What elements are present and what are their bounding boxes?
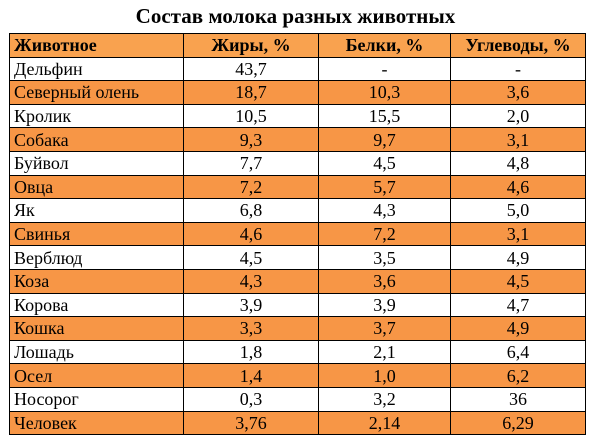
column-header-fat: Жиры, % [183, 33, 319, 58]
cell-carbs: 6,2 [450, 363, 586, 388]
cell-carbs: 2,0 [450, 103, 586, 129]
cell-animal: Корова [9, 292, 184, 318]
cell-carbs: 4,6 [450, 174, 586, 200]
cell-fat: 9,3 [183, 127, 319, 152]
cell-carbs: 36 [450, 386, 586, 412]
cell-protein: 10,3 [318, 80, 451, 105]
cell-carbs: 4,7 [450, 292, 586, 318]
table-row: Корова 3,9 3,9 4,7 [9, 292, 586, 318]
cell-fat: 7,2 [183, 174, 319, 200]
column-header-protein: Белки, % [318, 33, 451, 58]
table-row: Верблюд 4,5 3,5 4,9 [9, 245, 586, 270]
cell-fat: 10,5 [183, 103, 319, 129]
cell-protein: 1,0 [318, 363, 451, 388]
column-header-carbs: Углеводы, % [450, 33, 586, 58]
cell-protein: 3,2 [318, 386, 451, 412]
cell-animal: Носорог [9, 386, 184, 412]
cell-carbs: 3,6 [450, 80, 586, 105]
cell-animal: Свинья [9, 221, 184, 247]
column-header-animal: Животное [9, 33, 184, 58]
cell-carbs: 6,4 [450, 339, 586, 365]
cell-carbs: 3,1 [450, 221, 586, 247]
table-row: Кошка 3,3 3,7 4,9 [9, 316, 586, 341]
table-row: Свинья 4,6 7,2 3,1 [9, 221, 586, 247]
table-row: Коза 4,3 3,6 4,5 [9, 268, 586, 294]
cell-animal: Верблюд [9, 245, 184, 270]
cell-animal: Буйвол [9, 150, 184, 176]
cell-protein: 3,5 [318, 245, 451, 270]
table-row: Человек 3,76 2,14 6,29 [9, 410, 586, 435]
table-row: Осел 1,4 1,0 6,2 [9, 363, 586, 388]
cell-protein: 4,5 [318, 150, 451, 176]
cell-animal: Человек [9, 410, 184, 435]
cell-animal: Кошка [9, 316, 184, 341]
cell-protein: 2,1 [318, 339, 451, 365]
cell-protein: 3,9 [318, 292, 451, 318]
cell-animal: Собака [9, 127, 184, 152]
cell-carbs: 6,29 [450, 410, 586, 435]
cell-fat: 0,3 [183, 386, 319, 412]
page-title: Состав молока разных животных [135, 4, 456, 28]
cell-animal: Як [9, 198, 184, 223]
table-row: Овца 7,2 5,7 4,6 [9, 174, 586, 200]
table-header-row: Животное Жиры, % Белки, % Углеводы, % [9, 33, 586, 58]
cell-animal: Осел [9, 363, 184, 388]
cell-carbs: 4,9 [450, 316, 586, 341]
cell-protein: 2,14 [318, 410, 451, 435]
cell-fat: 1,4 [183, 363, 319, 388]
table-body: Дельфин 43,7- - Северный олень 18,7 10,3 3,6 Кр… [9, 56, 586, 435]
cell-carbs: - [450, 56, 586, 82]
cell-animal: Кролик [9, 103, 184, 129]
cell-fat: 7,7 [183, 150, 319, 176]
cell-protein: 7,2 [318, 221, 451, 247]
cell-carbs: 5,0 [450, 198, 586, 223]
cell-protein: - [318, 56, 451, 82]
cell-carbs: 4,9 [450, 245, 586, 270]
cell-fat: 1,8 [183, 339, 319, 365]
table-row: Кролик 10,5 15,5 2,0 [9, 103, 586, 129]
cell-fat: 18,7 [183, 80, 319, 105]
cell-fat: 43,7 [183, 56, 319, 82]
table-row: Носорог 0,3 3,2 36 [9, 386, 586, 412]
table-row: Як 6,8 4,3 5,0 [9, 198, 586, 223]
cell-protein: 3,7 [318, 316, 451, 341]
cell-animal: Коза [9, 268, 184, 294]
cell-fat: 4,6 [183, 221, 319, 247]
cell-fat: 3,3 [183, 316, 319, 341]
cell-animal: Северный олень [9, 80, 184, 105]
table-row: Собака 9,3 9,7 3,1 [9, 127, 586, 152]
cell-animal: Лошадь [9, 339, 184, 365]
cell-carbs: 4,8 [450, 150, 586, 176]
cell-carbs: 3,1 [450, 127, 586, 152]
cell-animal: Дельфин [9, 56, 184, 82]
cell-protein: 9,7 [318, 127, 451, 152]
table-row: Северный олень 18,7 10,3 3,6 [9, 80, 586, 105]
cell-fat: 4,3 [183, 268, 319, 294]
cell-protein: 5,7 [318, 174, 451, 200]
cell-animal: Овца [9, 174, 184, 200]
cell-protein: 4,3 [318, 198, 451, 223]
table-row: Лошадь 1,8 2,1 6,4 [9, 339, 586, 365]
milk-composition-table: Животное Жиры, % Белки, % Углеводы, % Де… [9, 33, 586, 435]
cell-protein: 15,5 [318, 103, 451, 129]
cell-protein: 3,6 [318, 268, 451, 294]
cell-fat: 6,8 [183, 198, 319, 223]
cell-fat: 3,9 [183, 292, 319, 318]
cell-fat: 3,76 [183, 410, 319, 435]
cell-carbs: 4,5 [450, 268, 586, 294]
table-row: Буйвол 7,7 4,5 4,8 [9, 150, 586, 176]
table-row: Дельфин 43,7- - [9, 56, 586, 82]
cell-fat: 4,5 [183, 245, 319, 270]
